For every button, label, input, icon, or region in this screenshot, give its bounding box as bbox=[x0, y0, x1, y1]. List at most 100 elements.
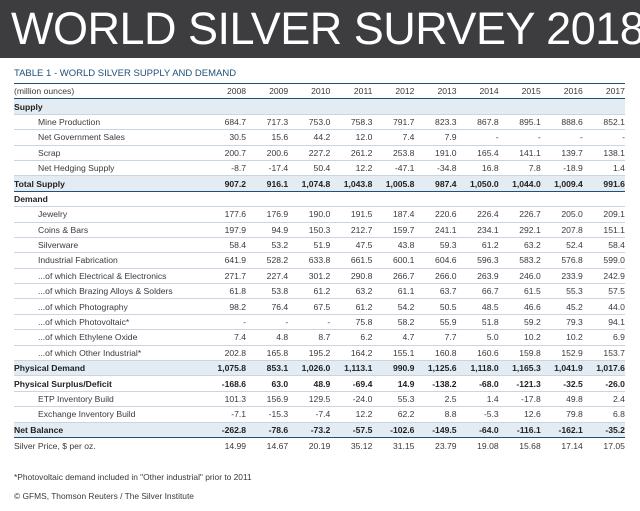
table-cell: 47.5 bbox=[355, 240, 373, 251]
row-label: ...of which Ethylene Oxide bbox=[38, 332, 138, 343]
year-header: 2016 bbox=[563, 86, 583, 97]
table-cell: 758.3 bbox=[350, 116, 373, 127]
table-cell: 55.3 bbox=[397, 394, 415, 404]
table-cell: 61.2 bbox=[313, 286, 331, 297]
table-cell: 226.7 bbox=[519, 209, 541, 220]
table-cell: 35.12 bbox=[350, 440, 373, 451]
table-cell: 190.0 bbox=[308, 209, 331, 220]
table-cell: 12.2 bbox=[355, 163, 373, 174]
table-cell: 19.08 bbox=[477, 440, 499, 451]
table-cell: 1,074.8 bbox=[301, 178, 331, 189]
table-cell: 50.4 bbox=[313, 163, 331, 174]
table-cell: 1,026.0 bbox=[301, 363, 331, 374]
table-cell: 266.7 bbox=[392, 270, 415, 281]
table-cell: 45.2 bbox=[566, 301, 583, 312]
table-cell: 12.2 bbox=[355, 409, 373, 420]
table-cell: - bbox=[495, 132, 499, 143]
table-cell: 44.2 bbox=[313, 132, 331, 143]
table-cell: 14.9 bbox=[397, 378, 415, 389]
table-cell: 129.5 bbox=[308, 394, 331, 404]
table-cell: -68.0 bbox=[479, 378, 499, 389]
table-cell: -47.1 bbox=[394, 163, 415, 174]
row-label: Silverware bbox=[38, 240, 79, 251]
table-cell: 197.9 bbox=[224, 224, 247, 235]
table-cell: 58.4 bbox=[608, 240, 625, 251]
row-label: Silver Price, $ per oz. bbox=[14, 440, 96, 451]
year-header: 2011 bbox=[353, 86, 373, 97]
table-cell: 5.0 bbox=[486, 332, 499, 343]
table-cell: 227.4 bbox=[266, 270, 289, 281]
table-cell: 48.5 bbox=[481, 301, 499, 312]
table-cell: 242.9 bbox=[603, 270, 625, 281]
table-cell: 6.8 bbox=[612, 409, 625, 420]
year-header: 2008 bbox=[226, 86, 247, 97]
year-header: 2017 bbox=[605, 86, 625, 97]
table-row: Silverware 58.4 53.2 51.9 47.5 43.8 59.3 61.2 63… bbox=[14, 238, 625, 254]
table-cell: -34.8 bbox=[436, 163, 457, 174]
table-cell: 207.8 bbox=[561, 224, 583, 235]
table-cell: 62.2 bbox=[397, 409, 415, 420]
table-cell: 101.3 bbox=[224, 394, 247, 404]
table-cell: -7.1 bbox=[231, 409, 247, 420]
table-cell: -18.9 bbox=[563, 163, 583, 174]
table-row: Coins & Bars 197.9 94.9 150.3 212.7 159.7 241.… bbox=[14, 223, 625, 238]
table-cell: 94.9 bbox=[271, 224, 289, 235]
table-row: Demand bbox=[14, 192, 625, 208]
table-cell: - bbox=[622, 132, 625, 143]
table-cell: 51.9 bbox=[313, 240, 331, 251]
table-cell: 253.8 bbox=[392, 147, 415, 158]
units-label: (million ounces) bbox=[14, 86, 75, 97]
table-header-row: (million ounces) 2008 2009 2010 2011 201… bbox=[14, 84, 625, 100]
table-cell: 791.7 bbox=[392, 116, 415, 127]
table-cell: 1,009.4 bbox=[554, 178, 583, 189]
row-label: Net Balance bbox=[14, 424, 64, 435]
table-cell: 292.1 bbox=[519, 224, 541, 235]
year-header: 2013 bbox=[437, 86, 457, 97]
table-cell: -262.8 bbox=[221, 424, 247, 435]
year-header: 2012 bbox=[395, 86, 415, 97]
table-cell: 76.4 bbox=[271, 301, 289, 312]
table-cell: 7.4 bbox=[402, 132, 415, 143]
table-cell: 14.99 bbox=[224, 440, 247, 451]
table-cell: 200.6 bbox=[266, 147, 289, 158]
table-cell: 4.7 bbox=[402, 332, 415, 343]
table-cell: 61.2 bbox=[355, 301, 373, 312]
table-cell: 139.7 bbox=[561, 147, 583, 158]
table-row: Net Balance -262.8 -78.6 -73.2 -57.5 -102.6 -1… bbox=[14, 422, 625, 438]
table-cell: 61.5 bbox=[524, 286, 541, 297]
table-cell: 10.2 bbox=[524, 332, 541, 343]
table-cell: 991.6 bbox=[603, 178, 625, 189]
table-cell: 195.2 bbox=[308, 347, 331, 358]
row-label: Mine Production bbox=[38, 116, 101, 127]
table-cell: 227.2 bbox=[308, 147, 331, 158]
table-cell: 753.0 bbox=[308, 116, 331, 127]
table-cell: 53.2 bbox=[271, 240, 289, 251]
table-cell: 53.8 bbox=[271, 286, 289, 297]
table-cell: -8.7 bbox=[231, 163, 247, 174]
table-cell: 916.1 bbox=[266, 178, 289, 189]
table-cell: 44.0 bbox=[608, 301, 625, 312]
table-row: Net Hedging Supply -8.7 -17.4 50.4 12.2 -47.1… bbox=[14, 161, 625, 177]
table-cell: 31.15 bbox=[392, 440, 415, 451]
table-cell: -116.1 bbox=[516, 424, 541, 435]
table-cell: 177.6 bbox=[224, 209, 247, 220]
table-cell: 599.0 bbox=[603, 255, 625, 266]
row-label: ...of which Photography bbox=[38, 301, 128, 312]
row-label: Net Hedging Supply bbox=[38, 163, 115, 174]
table-cell: 4.8 bbox=[276, 332, 289, 343]
table-row: ...of which Other Industrial* 202.8 165.8 1… bbox=[14, 346, 625, 362]
table-cell: 12.6 bbox=[524, 409, 541, 420]
row-label: ...of which Brazing Alloys & Solders bbox=[38, 286, 173, 297]
table-cell: 61.1 bbox=[397, 286, 415, 297]
table-cell: 191.0 bbox=[435, 147, 457, 158]
table-cell: 823.3 bbox=[435, 116, 457, 127]
table-cell: -15.3 bbox=[268, 409, 289, 420]
table-cell: 2.5 bbox=[444, 394, 457, 404]
table-cell: -64.0 bbox=[479, 424, 499, 435]
table-cell: 200.7 bbox=[224, 147, 247, 158]
table-cell: 160.6 bbox=[477, 347, 499, 358]
table-cell: 187.4 bbox=[392, 209, 415, 220]
table-cell: 94.1 bbox=[608, 317, 625, 328]
table-row: Net Government Sales 30.5 15.6 44.2 12.0 7.4 7… bbox=[14, 130, 625, 146]
table-cell: 7.7 bbox=[444, 332, 457, 343]
